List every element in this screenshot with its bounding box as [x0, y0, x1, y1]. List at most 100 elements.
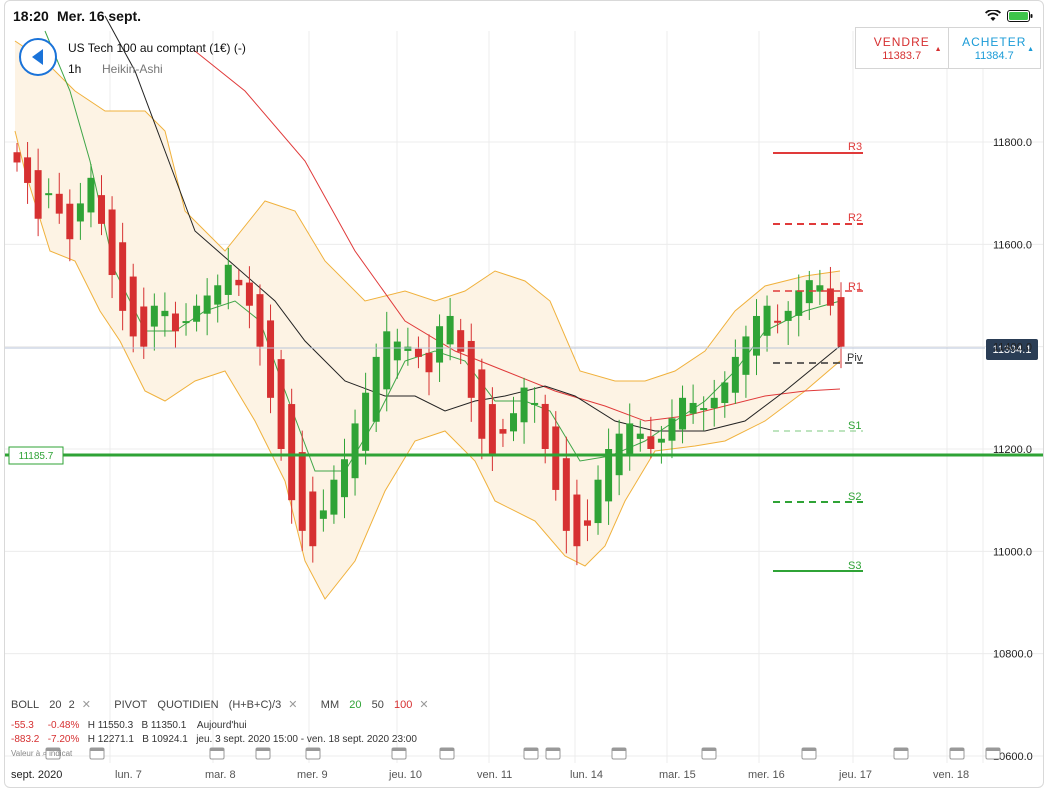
candle	[510, 413, 518, 432]
candle	[531, 402, 539, 405]
candle	[108, 209, 116, 276]
candle	[562, 458, 570, 531]
candle	[214, 285, 222, 305]
candle	[457, 330, 465, 352]
candle	[393, 341, 401, 361]
remove-boll-icon[interactable]: ✕	[81, 699, 91, 711]
candle	[657, 438, 665, 443]
candle	[235, 279, 243, 286]
candle	[245, 282, 253, 306]
candle	[55, 193, 63, 214]
calendar-event-icon-header	[440, 748, 454, 751]
candle	[119, 242, 127, 311]
candle	[414, 348, 422, 357]
x-axis-day: jeu. 17	[839, 769, 873, 781]
calendar-event-icon-header	[950, 748, 964, 751]
candle	[319, 510, 327, 519]
status-date: Mer. 16 sept.	[57, 8, 142, 24]
calendar-event-icon-header	[256, 748, 270, 751]
x-axis-day: mer. 9	[297, 769, 328, 781]
chart-type-selector[interactable]: Heikin-Ashi	[102, 62, 163, 76]
calendar-event-icon-header	[802, 748, 816, 751]
range-change-pct: -7.20%	[47, 734, 80, 745]
candle	[277, 359, 285, 449]
candle	[742, 336, 750, 375]
candle	[425, 352, 433, 373]
y-axis-tick: 10800.0	[993, 649, 1033, 661]
horizontal-line-tag[interactable]	[8, 446, 64, 465]
sell-label: VENDRE	[873, 35, 930, 49]
timeframe-selector[interactable]: 1h	[68, 62, 82, 76]
candle	[573, 494, 581, 547]
bollinger-band-fill	[15, 41, 840, 599]
candle	[488, 404, 496, 455]
y-axis-tick: 11400.0	[993, 342, 1032, 354]
current-price-tag	[986, 339, 1038, 360]
candle	[66, 203, 74, 240]
x-axis-day: mar. 8	[205, 769, 236, 781]
x-axis-day: ven. 18	[933, 769, 970, 781]
day-change-pct: -0.48%	[47, 720, 80, 731]
x-axis-day: mar. 15	[659, 769, 696, 781]
pivot-formula: (H+B+C)/3	[228, 699, 282, 711]
status-bar: 18:20 Mer. 16 sept.	[5, 1, 1043, 31]
candle	[224, 264, 232, 295]
candle	[362, 392, 370, 451]
candle	[583, 520, 591, 526]
ma50-line	[104, 15, 841, 432]
range-stats: -883.2 -7.20% H 12271.1 B 10924.1 jeu. 3…	[11, 734, 417, 745]
pivot-s3-label: S3	[848, 560, 861, 572]
calendar-event-icon-header	[546, 748, 560, 751]
back-button[interactable]	[19, 38, 57, 76]
candle	[689, 402, 697, 414]
pivot-s2-label: S2	[848, 491, 861, 503]
y-axis-tick: 11200.0	[993, 444, 1032, 456]
trade-panel: VENDRE 11383.7 ▲ ACHETER 11384.7 ▲	[855, 27, 1041, 69]
sell-button[interactable]: VENDRE 11383.7 ▲	[856, 28, 948, 68]
remove-mm-icon[interactable]: ✕	[419, 699, 429, 711]
candle	[340, 459, 348, 498]
battery-icon	[1007, 10, 1033, 22]
candle	[87, 177, 95, 213]
mm50-label: 50	[371, 699, 384, 711]
candle	[45, 193, 53, 196]
candle	[98, 195, 106, 224]
buy-button[interactable]: ACHETER 11384.7 ▲	[947, 28, 1041, 68]
daily-stats: -55.3 -0.48% H 11550.3 B 11350.1 Aujourd…	[11, 720, 247, 731]
bollinger-lower	[14, 130, 841, 600]
candle	[541, 403, 549, 449]
instrument-name[interactable]: US Tech 100 au comptant (1€) (-)	[68, 41, 246, 55]
candle	[446, 315, 454, 345]
app-frame: R3 R2 R1 Piv S1 S2 S3 11394.1 11185.7 11…	[4, 0, 1044, 788]
pivot-indicator[interactable]: PIVOT QUOTIDIEN (H+B+C)/3 ✕	[114, 699, 301, 711]
back-arrow-icon	[32, 49, 43, 65]
x-axis-month: sept. 2020	[11, 769, 63, 781]
pivot-label: PIVOT	[114, 699, 148, 711]
candle	[24, 157, 32, 183]
candle	[13, 152, 21, 163]
candle	[129, 276, 137, 337]
candle	[626, 423, 634, 455]
candle	[710, 397, 718, 409]
mm-indicator[interactable]: MM 20 50 100 ✕	[321, 699, 433, 711]
candle	[594, 479, 602, 524]
candle	[784, 310, 792, 321]
boll-indicator[interactable]: BOLL 20 2 ✕	[11, 699, 95, 711]
pivot-r3-label: R3	[848, 141, 862, 153]
candle	[288, 404, 296, 501]
candle	[816, 285, 824, 292]
price-chart[interactable]: R3 R2 R1 Piv S1 S2 S3 11394.1 11185.7 11…	[5, 1, 1043, 787]
candle	[203, 295, 211, 314]
remove-pivot-icon[interactable]: ✕	[288, 699, 298, 711]
calendar-event-icon-header	[46, 748, 60, 751]
x-axis-day: lun. 14	[570, 769, 604, 781]
calendar-event-icon-header	[210, 748, 224, 751]
candle	[193, 305, 201, 322]
candle	[76, 203, 84, 222]
pivot-s1-label: S1	[848, 420, 861, 432]
calendar-event-icon-header	[702, 748, 716, 751]
range-label: jeu. 3 sept. 2020 15:00 - ven. 18 sept. …	[196, 734, 417, 745]
mm20-label: 20	[349, 699, 362, 711]
candle	[298, 452, 306, 531]
y-axis-tick: 10600.0	[993, 751, 1033, 763]
